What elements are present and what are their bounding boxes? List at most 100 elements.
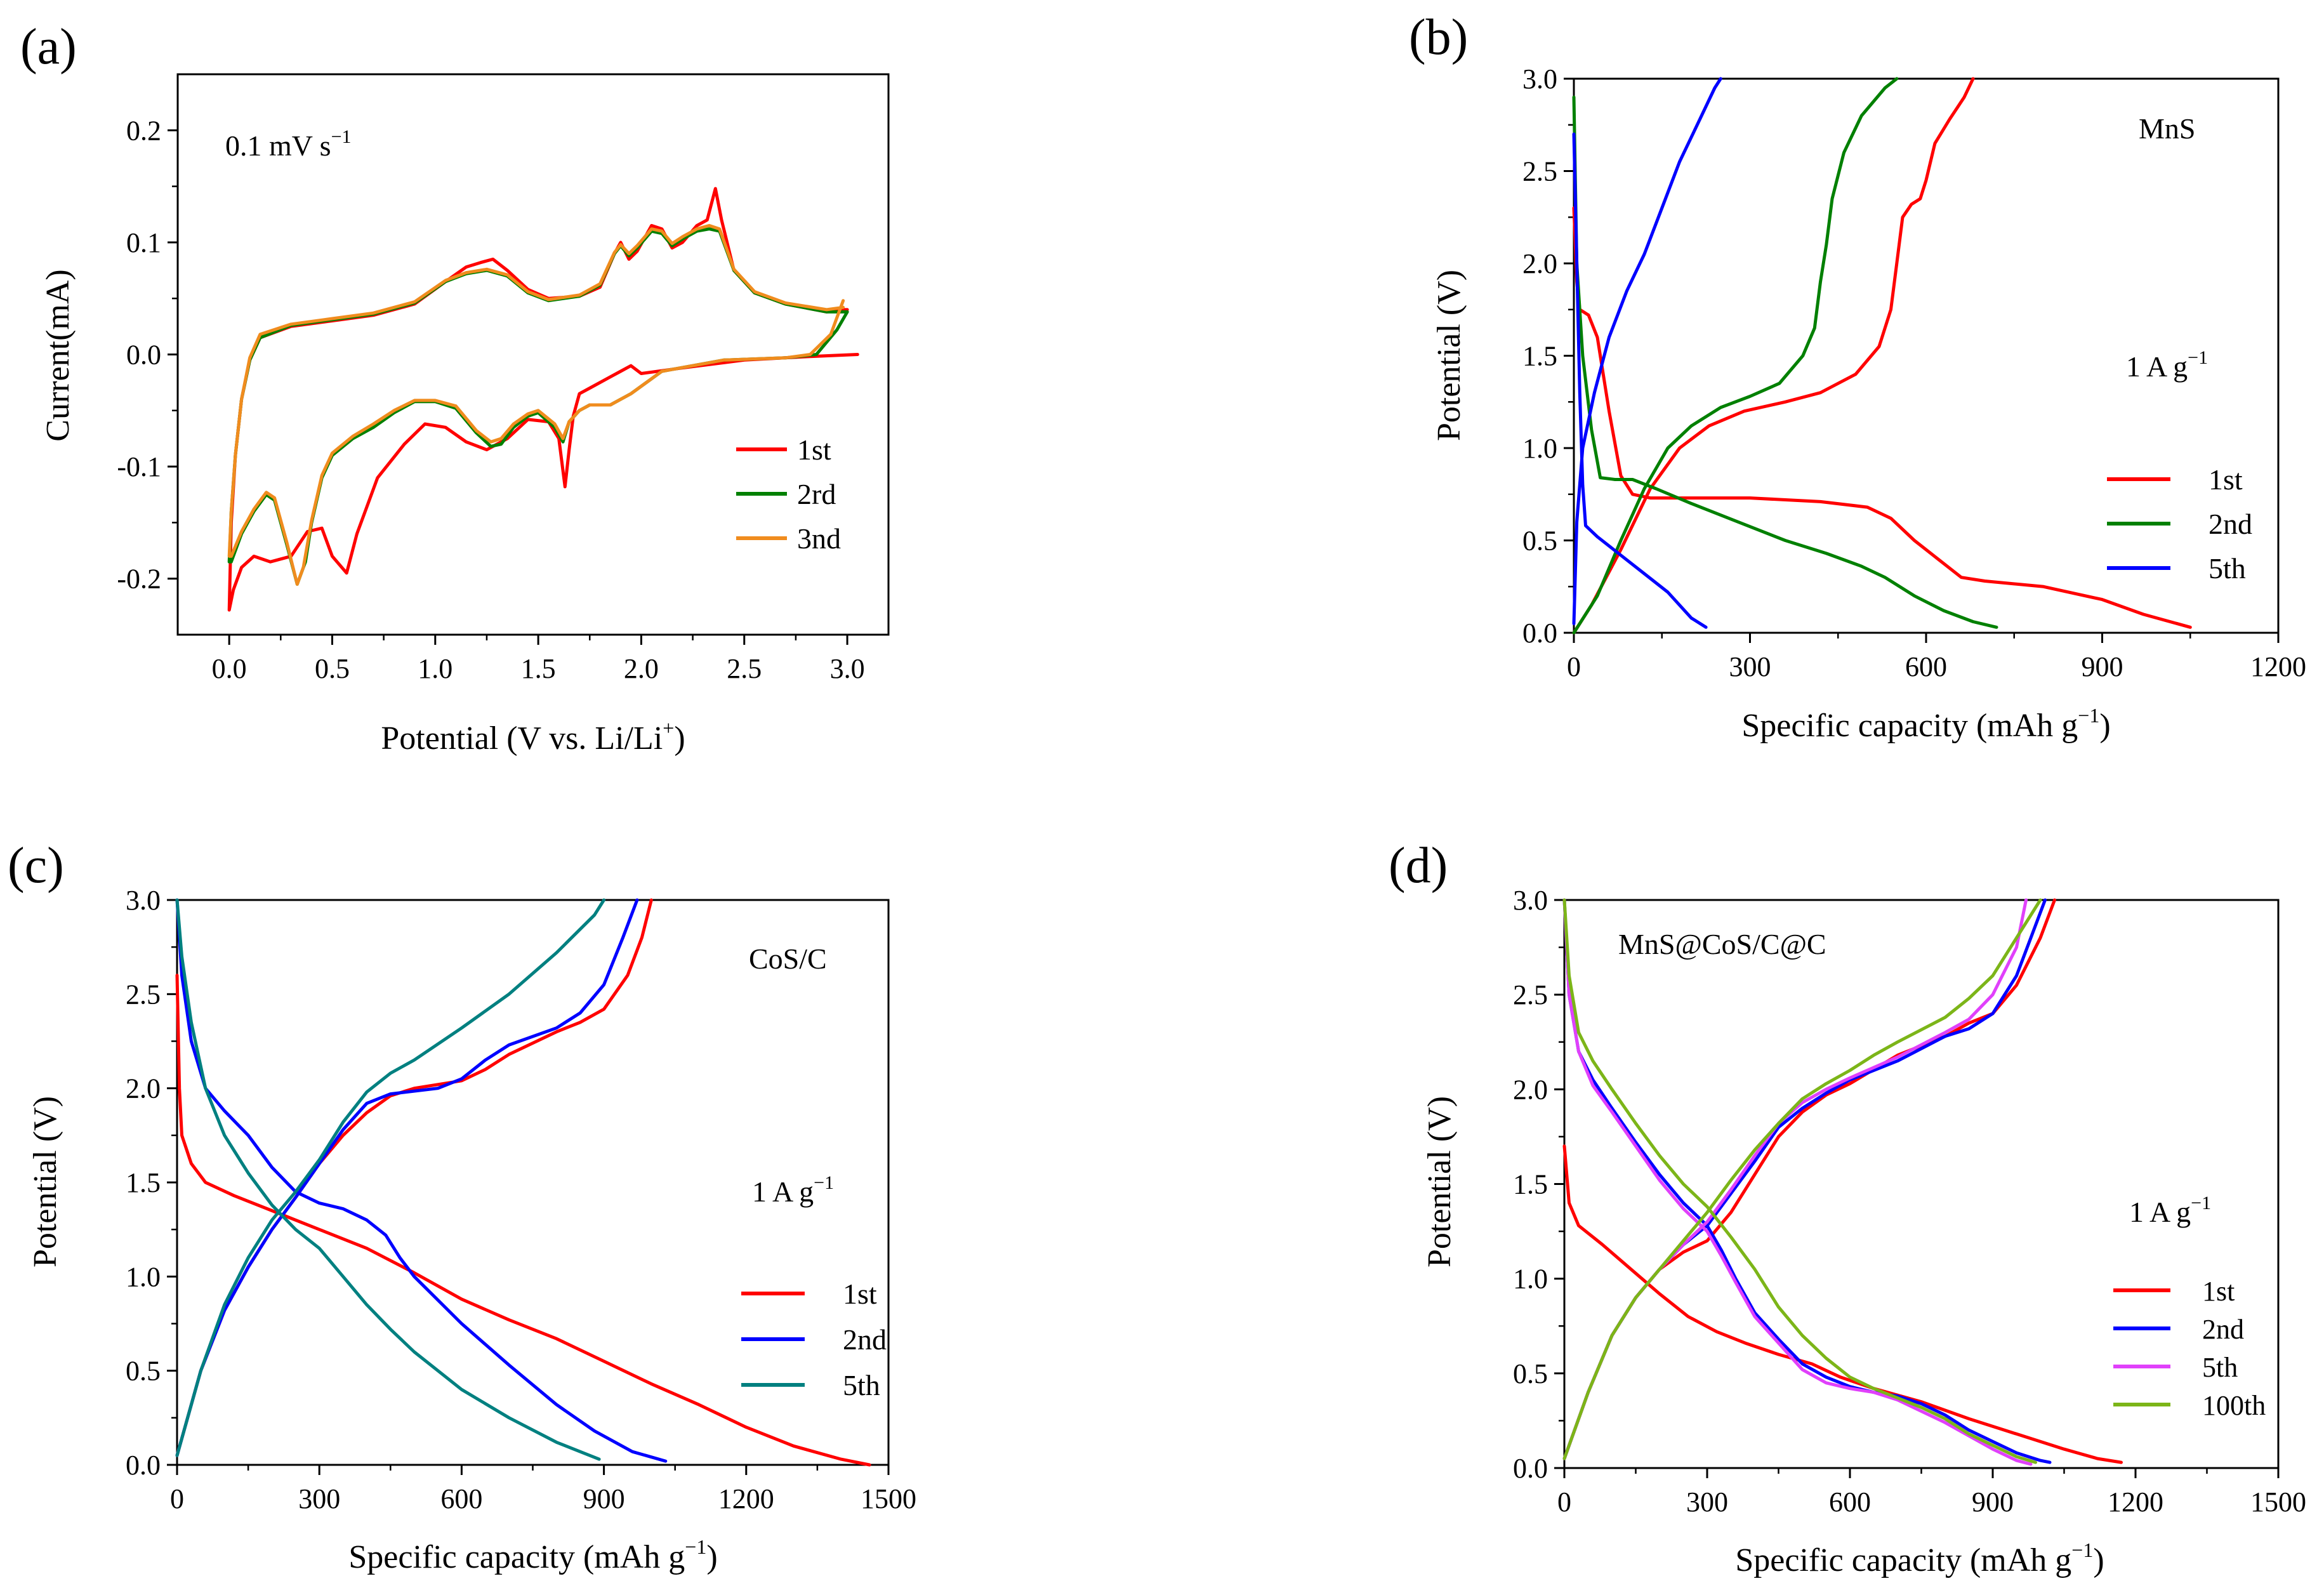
series-line-b-1st xyxy=(1572,77,2192,635)
x-axis-label-b: Specific capacity (mAh g−1) xyxy=(1741,704,2110,744)
x-tick-label-c: 1500 xyxy=(861,1483,916,1514)
legend-label-b: 2nd xyxy=(2208,508,2252,540)
x-tick-label-d: 600 xyxy=(1829,1486,1871,1518)
series-group-a xyxy=(227,187,859,612)
y-tick-label-a: 0.2 xyxy=(126,115,161,146)
x-tick-label-a: 1.5 xyxy=(521,653,556,684)
x-tick-label-d: 0 xyxy=(1557,1486,1571,1518)
x-tick-label-b: 300 xyxy=(1729,651,1771,682)
series-line-d-2nd xyxy=(1562,898,2052,1464)
y-tick-label-a: 0.1 xyxy=(126,227,161,258)
series-line-c-2nd xyxy=(175,898,668,1463)
series-line-c-5th xyxy=(175,898,606,1461)
y-axis-label-d: Potential (V) xyxy=(1422,1096,1458,1267)
series-line-b-2nd xyxy=(1572,77,1998,635)
panel-c: (c) 0 300 600 900 1200 1500 0.0 0.5 1.0 1.5 2.0 2.5… xyxy=(8,838,916,1575)
panel-label-c: (c) xyxy=(8,838,64,894)
y-tick-label-d: 1.0 xyxy=(1513,1264,1548,1295)
legend-label-a: 1st xyxy=(797,433,831,466)
x-tick-label-d: 1200 xyxy=(2108,1486,2163,1518)
material-annotation-d: MnS@CoS/C@C xyxy=(1618,928,1826,960)
x-axis-label-d: Specific capacity (mAh g−1) xyxy=(1735,1538,2104,1578)
y-tick-label-b: 0.0 xyxy=(1522,618,1557,649)
axes-a: 0.0 0.5 1.0 1.5 2.0 2.5 3.0 -0.2 -0.1 0.0 0.1 0.2 xyxy=(117,115,864,684)
legend-label-d: 5th xyxy=(2202,1352,2238,1383)
axes-b: 0 300 600 900 1200 0.0 0.5 1.0 1.5 2.0 2.5 3.0 xyxy=(1522,63,2306,682)
y-tick-label-b: 0.5 xyxy=(1522,526,1557,557)
series-group-b xyxy=(1572,77,2192,635)
series-line-a-1st xyxy=(227,187,859,612)
legend-label-b: 1st xyxy=(2208,463,2243,496)
y-tick-label-c: 1.0 xyxy=(126,1261,161,1292)
y-tick-label-c: 2.0 xyxy=(126,1073,161,1104)
y-tick-label-c: 0.0 xyxy=(126,1450,161,1481)
legend-label-d: 100th xyxy=(2202,1390,2266,1421)
y-tick-label-d: 2.5 xyxy=(1513,979,1548,1010)
y-tick-label-b: 3.0 xyxy=(1522,63,1557,95)
x-tick-label-c: 900 xyxy=(583,1483,625,1514)
panel-a: (a) 0.0 0.5 1.0 1.5 2.0 2.5 3.0-0.2-0.10.00.10… xyxy=(20,19,890,757)
legend-label-a: 3nd xyxy=(797,522,841,555)
legend-label-a: 2rd xyxy=(797,478,836,510)
x-tick-label-d: 900 xyxy=(1972,1486,2014,1518)
legend-label-b: 5th xyxy=(2208,552,2246,585)
y-axis-label-a: Current(mA) xyxy=(40,269,76,441)
y-axis-label-c: Potential (V) xyxy=(27,1096,63,1267)
x-axis-label-a: Potential (V vs. Li/Li+) xyxy=(381,717,685,757)
x-tick-label-a: 3.0 xyxy=(830,653,865,684)
series-line-d-100th xyxy=(1562,898,2042,1464)
rate-annotation-c: 1 A g−1 xyxy=(752,1172,834,1208)
y-tick-label-c: 1.5 xyxy=(126,1167,161,1198)
y-tick-label-a: -0.1 xyxy=(117,451,161,482)
panel-d: (d) 0 300 600 900 1200 1500 0.0 0.5 1.0 1.5 2.0 2.5… xyxy=(1389,838,2306,1578)
series-line-d-1st xyxy=(1562,898,2123,1464)
axes-c: 0 300 600 900 1200 1500 0.0 0.5 1.0 1.5 2.0 2.5 3.0 xyxy=(126,885,916,1514)
x-tick-label-c: 0 xyxy=(170,1483,184,1514)
series-group-c xyxy=(175,898,871,1467)
x-axis-label-c: Specific capacity (mAh g−1) xyxy=(348,1535,717,1575)
x-tick-label-a: 0.5 xyxy=(315,653,350,684)
material-annotation-b: MnS xyxy=(2139,112,2195,145)
panel-label-a: (a) xyxy=(20,19,77,75)
y-axis-label-b: Potential (V) xyxy=(1431,270,1467,441)
x-tick-label-b: 0 xyxy=(1567,651,1581,682)
series-line-b-5th xyxy=(1572,77,1722,629)
panel-label-d: (d) xyxy=(1389,838,1448,894)
y-tick-label-c: 2.5 xyxy=(126,979,161,1010)
legend-label-d: 2nd xyxy=(2202,1314,2244,1345)
x-tick-label-c: 600 xyxy=(440,1483,482,1514)
rate-annotation-b: 1 A g−1 xyxy=(2126,347,2208,383)
y-tick-label-d: 2.0 xyxy=(1513,1074,1548,1105)
y-tick-label-b: 1.0 xyxy=(1522,433,1557,464)
axes-d: 0 300 600 900 1200 1500 0.0 0.5 1.0 1.5 2.0 2.5 3.0 xyxy=(1513,885,2306,1518)
x-tick-label-d: 300 xyxy=(1686,1486,1728,1518)
legend-d: 1st 2nd 5th 100th xyxy=(2113,1276,2266,1421)
x-tick-label-c: 1200 xyxy=(718,1483,774,1514)
legend-label-c: 5th xyxy=(843,1369,880,1401)
y-tick-label-a: 0.0 xyxy=(126,340,161,371)
series-line-d-5th xyxy=(1562,898,2033,1466)
scan-rate-annotation: 0.1 mV s−1 xyxy=(225,126,352,162)
series-line-a-3nd xyxy=(227,223,845,586)
y-tick-label-d: 0.0 xyxy=(1513,1453,1548,1484)
legend-a: 1st 2rd 3nd xyxy=(736,433,841,555)
legend-label-c: 2nd xyxy=(843,1323,887,1356)
x-tick-label-c: 300 xyxy=(298,1483,340,1514)
legend-label-c: 1st xyxy=(843,1278,877,1310)
x-tick-label-d: 1500 xyxy=(2250,1486,2306,1518)
panel-label-b: (b) xyxy=(1409,10,1468,65)
x-tick-label-a: 1.0 xyxy=(418,653,452,684)
x-tick-label-b: 1200 xyxy=(2250,651,2306,682)
y-tick-label-d: 0.5 xyxy=(1513,1358,1548,1389)
y-tick-label-d: 3.0 xyxy=(1513,885,1548,916)
x-tick-label-b: 900 xyxy=(2082,651,2123,682)
legend-label-d: 1st xyxy=(2202,1276,2235,1307)
panel-b: (b) 0 300 600 900 12000.00.51.01.52.02.53.0 … xyxy=(1409,10,2306,744)
x-tick-label-a: 2.5 xyxy=(727,653,762,684)
legend-c: 1st 2nd 5th xyxy=(741,1278,887,1401)
plot-frame-d xyxy=(1563,899,2280,1469)
material-annotation-c: CoS/C xyxy=(749,943,827,975)
y-tick-label-b: 1.5 xyxy=(1522,341,1557,372)
y-tick-label-b: 2.0 xyxy=(1522,248,1557,279)
